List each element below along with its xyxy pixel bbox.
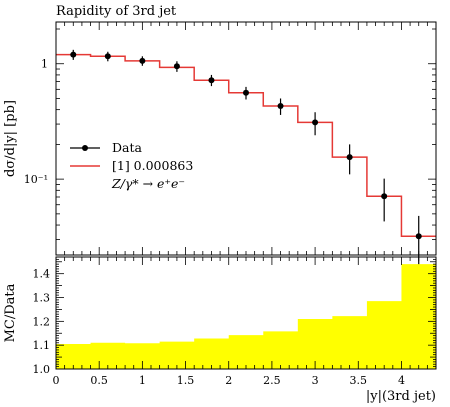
legend-process-label: Z/γ* → e⁺e⁻ xyxy=(111,176,185,191)
legend: Data [1] 0.000863 Z/γ* → e⁺e⁻ xyxy=(70,140,193,191)
ratio-band xyxy=(56,264,436,369)
main-x-ticks xyxy=(55,22,437,255)
data-point xyxy=(312,119,319,126)
ratio-y-tick-label: 1.3 xyxy=(33,292,51,305)
ratio-y-tick-label: 1.0 xyxy=(33,363,51,376)
ratio-y-tick-label: 1.2 xyxy=(33,315,51,328)
ratio-y-tick-label: 1.4 xyxy=(33,268,51,281)
data-point xyxy=(243,89,249,96)
data-point xyxy=(381,193,388,200)
main-y-ticks: 1 10⁻¹ xyxy=(24,28,436,240)
x-tick-label: 0.5 xyxy=(90,374,108,387)
chart-title: Rapidity of 3rd jet xyxy=(56,4,177,19)
data-point xyxy=(139,57,146,64)
x-tick-label: 4 xyxy=(398,374,405,387)
ratio-y-tick-label: 1.1 xyxy=(33,339,51,352)
x-tick-label: 3.5 xyxy=(350,374,368,387)
data-point xyxy=(104,53,111,60)
main-y-tick-label: 10⁻¹ xyxy=(24,173,48,186)
data-point xyxy=(173,63,180,70)
x-tick-label: 1 xyxy=(139,374,146,387)
x-tick-label: 2.5 xyxy=(263,374,281,387)
x-tick-label: 2 xyxy=(225,374,232,387)
legend-data-label: Data xyxy=(112,140,142,155)
data-point xyxy=(70,51,77,58)
ratio-panel: 0 0.5 1 1.5 2 2.5 3 3.5 4 1.0 1.1 1.2 1.3 1.4 MC/Dat… xyxy=(3,256,437,404)
x-tick-label: 1.5 xyxy=(177,374,195,387)
ratio-x-ticks: 0 0.5 1 1.5 2 2.5 3 3.5 4 xyxy=(53,257,437,387)
ratio-y-axis-label: MC/Data xyxy=(3,283,18,342)
data-point xyxy=(277,103,284,110)
x-tick-label: 3 xyxy=(312,374,319,387)
x-tick-label: 0 xyxy=(53,374,60,387)
legend-data-marker xyxy=(82,145,88,151)
main-y-tick-label: 1 xyxy=(41,58,48,71)
legend-mc-label: [1] 0.000863 xyxy=(112,158,193,173)
data-point xyxy=(346,154,353,161)
main-plot-panel: 1 10⁻¹ dσ/d|y| [pb] Data [1] 0.000863 Z/γ… xyxy=(3,21,437,268)
main-y-axis-label: dσ/d|y| [pb] xyxy=(3,100,18,177)
data-point xyxy=(415,233,422,240)
ratio-band-fill xyxy=(56,264,436,369)
ratio-y-ticks: 1.0 1.1 1.2 1.3 1.4 xyxy=(33,256,436,376)
data-points xyxy=(70,49,422,268)
data-point xyxy=(208,77,215,84)
x-axis-label: |y|(3rd jet) xyxy=(366,389,436,404)
